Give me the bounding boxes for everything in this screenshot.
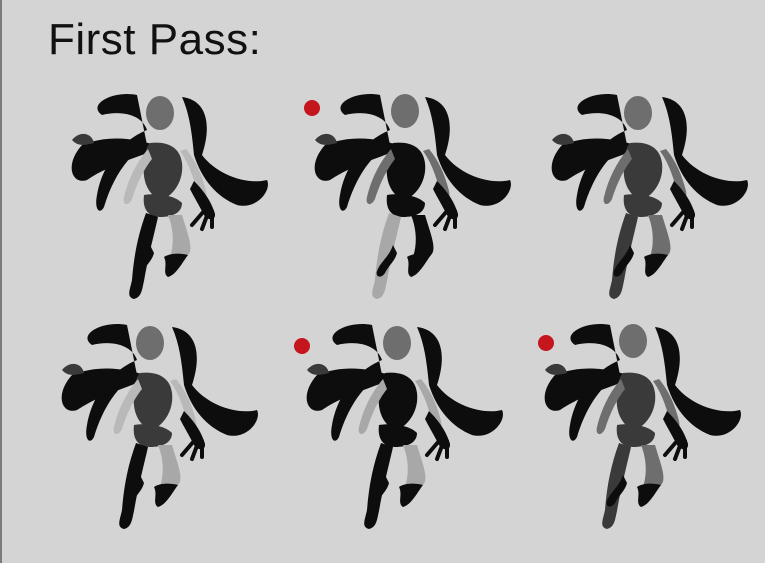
cape-shape: [544, 368, 633, 411]
cape-spike: [72, 133, 94, 145]
hair-shape-right: [417, 327, 503, 436]
right-foot-shape: [154, 483, 178, 507]
head-shape: [383, 326, 411, 360]
gauntlet-shape: [190, 181, 216, 220]
left-leg-shape: [609, 213, 638, 299]
right-leg-shape: [168, 215, 191, 262]
tendril-shape: [606, 475, 627, 507]
right-foot-shape: [644, 253, 668, 277]
cape-shape: [306, 368, 395, 411]
left-arm-shape: [603, 149, 632, 205]
claw-hand-shape: [670, 209, 694, 231]
cape-spike: [307, 363, 329, 375]
torso-shape: [623, 142, 663, 200]
tendril-shape: [368, 475, 389, 507]
right-leg-shape: [641, 445, 664, 492]
left-arm-shape: [366, 149, 395, 205]
character-thumbnail-4: [32, 315, 272, 545]
head-shape: [136, 326, 164, 360]
head-shape: [391, 94, 419, 128]
hair-shape-right: [182, 97, 268, 206]
character-thumbnail-5: [277, 315, 517, 545]
right-arm-shape: [423, 149, 450, 200]
right-foot-shape: [164, 253, 188, 277]
head-shape: [624, 96, 652, 130]
gauntlet-shape: [425, 411, 451, 450]
gauntlet-shape: [180, 411, 206, 450]
right-leg-shape: [648, 215, 671, 262]
hair-shape-right: [425, 97, 511, 206]
left-arm-shape: [113, 379, 142, 435]
cape-spike: [315, 133, 337, 145]
head-shape: [146, 96, 174, 130]
right-foot-shape: [637, 483, 661, 507]
hips-shape: [133, 424, 172, 447]
left-arm-shape: [358, 379, 387, 435]
gauntlet-shape: [670, 181, 696, 220]
hair-shape-right: [662, 97, 748, 206]
tendril-shape: [613, 245, 634, 277]
torso-shape: [133, 372, 173, 430]
character-thumbnail-3: [522, 85, 762, 315]
hips-shape: [616, 424, 655, 447]
left-leg-shape: [602, 443, 631, 529]
head-shape: [619, 324, 647, 358]
claw-hand-shape: [425, 439, 449, 461]
torso-shape: [143, 142, 183, 200]
left-arm-shape: [123, 149, 152, 205]
right-foot-shape: [399, 483, 423, 507]
hair-shape-right: [655, 327, 741, 436]
cape-shape: [551, 138, 640, 181]
right-arm-shape: [653, 379, 680, 430]
right-arm-shape: [660, 149, 687, 200]
right-foot-shape: [407, 253, 431, 277]
tendril-shape: [133, 245, 154, 277]
selection-dot-icon: [538, 335, 554, 351]
left-arm-shape: [596, 379, 625, 435]
cape-shape: [61, 368, 150, 411]
left-leg-shape: [372, 213, 401, 299]
hips-shape: [386, 194, 425, 217]
torso-shape: [616, 372, 656, 430]
gauntlet-shape: [663, 411, 689, 450]
hips-shape: [623, 194, 662, 217]
claw-hand-shape: [663, 439, 687, 461]
hips-shape: [143, 194, 182, 217]
torso-shape: [378, 372, 418, 430]
torso-shape: [386, 142, 426, 200]
character-thumbnail-2: [285, 85, 525, 315]
hips-shape: [378, 424, 417, 447]
tendril-shape: [376, 245, 397, 277]
selection-dot-icon: [304, 100, 320, 116]
tendril-shape: [123, 475, 144, 507]
cape-spike: [552, 133, 574, 145]
character-thumbnail-6: [515, 315, 755, 545]
claw-hand-shape: [180, 439, 204, 461]
cape-spike: [62, 363, 84, 375]
hair-shape-right: [172, 327, 258, 436]
left-leg-shape: [119, 443, 148, 529]
right-arm-shape: [415, 379, 442, 430]
character-thumbnail-1: [42, 85, 282, 315]
right-arm-shape: [170, 379, 197, 430]
right-leg-shape: [403, 445, 426, 492]
left-leg-shape: [129, 213, 158, 299]
selection-dot-icon: [294, 338, 310, 354]
cape-shape: [314, 138, 403, 181]
cape-shape: [71, 138, 160, 181]
right-arm-shape: [180, 149, 207, 200]
right-leg-shape: [158, 445, 181, 492]
claw-hand-shape: [190, 209, 214, 231]
cape-spike: [545, 363, 567, 375]
claw-hand-shape: [433, 209, 457, 231]
gauntlet-shape: [433, 181, 459, 220]
sheet-title: First Pass:: [48, 15, 262, 64]
left-leg-shape: [364, 443, 393, 529]
right-leg-shape: [411, 215, 434, 262]
